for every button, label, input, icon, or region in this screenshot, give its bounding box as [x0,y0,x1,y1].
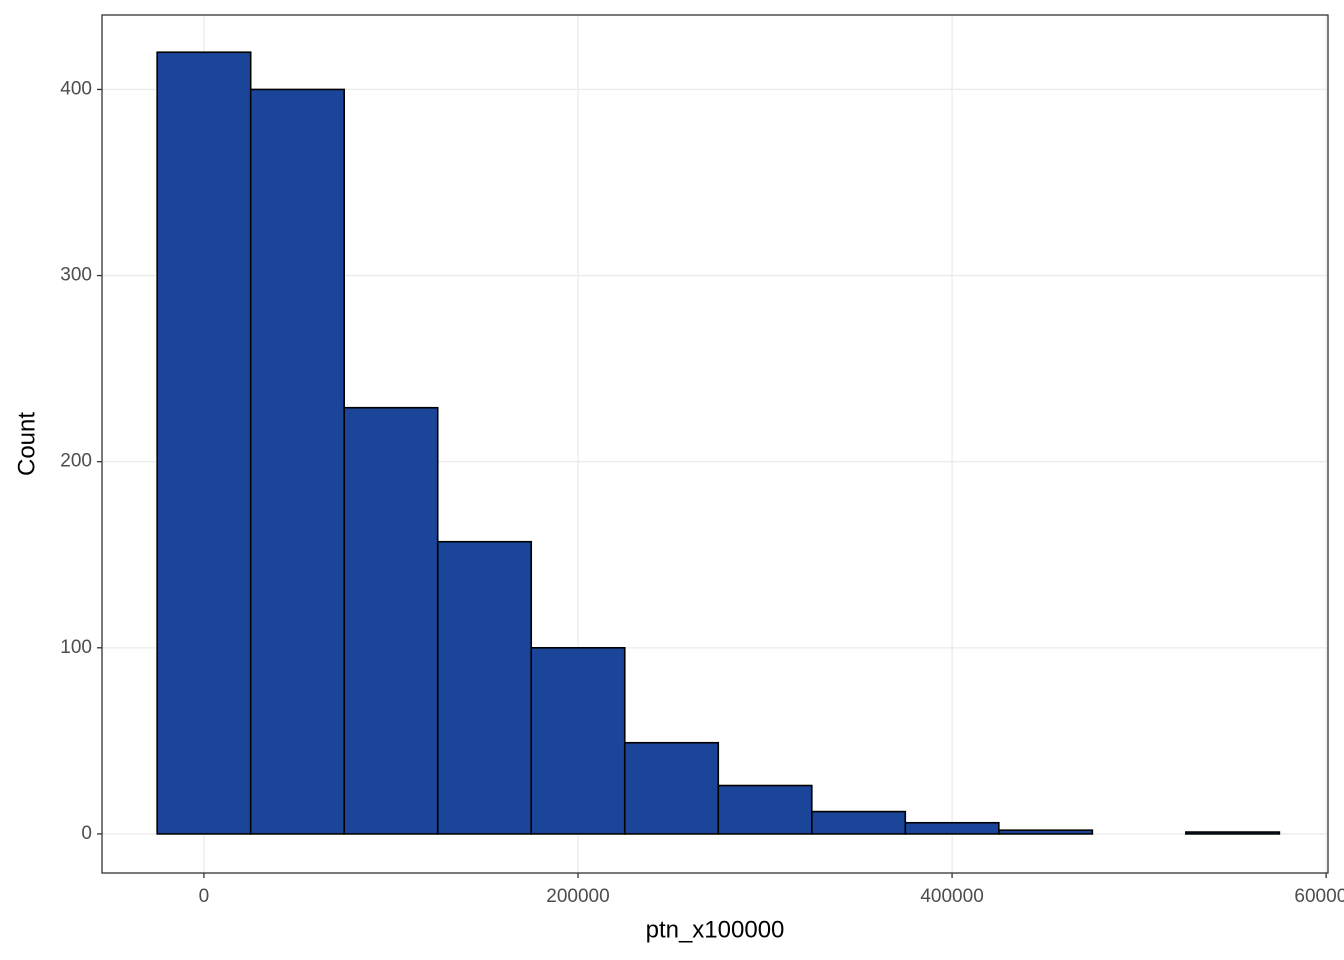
bar [623,741,720,835]
bar [904,821,1000,835]
plot-border [101,14,1329,874]
bar [1185,831,1281,835]
y-tick-label: 300 [60,265,92,286]
x-tick-label: 0 [199,886,210,907]
y-tick-label: 200 [60,451,92,472]
x-tick-label: 600000 [1294,886,1344,907]
bar [436,540,533,835]
y-axis-title: Count [13,412,40,476]
bar [717,784,813,835]
x-axis-title: ptn_x100000 [646,916,785,943]
x-tick-label: 200000 [546,886,609,907]
x-tick-label: 400000 [920,886,983,907]
y-tick-label: 100 [60,637,92,658]
y-tick-label: 400 [60,78,92,99]
bar [810,810,907,835]
bar [998,829,1094,835]
bar [156,51,252,835]
y-tick-label: 0 [81,823,92,844]
bar [530,646,626,835]
bar [343,406,439,835]
bar [249,88,346,835]
